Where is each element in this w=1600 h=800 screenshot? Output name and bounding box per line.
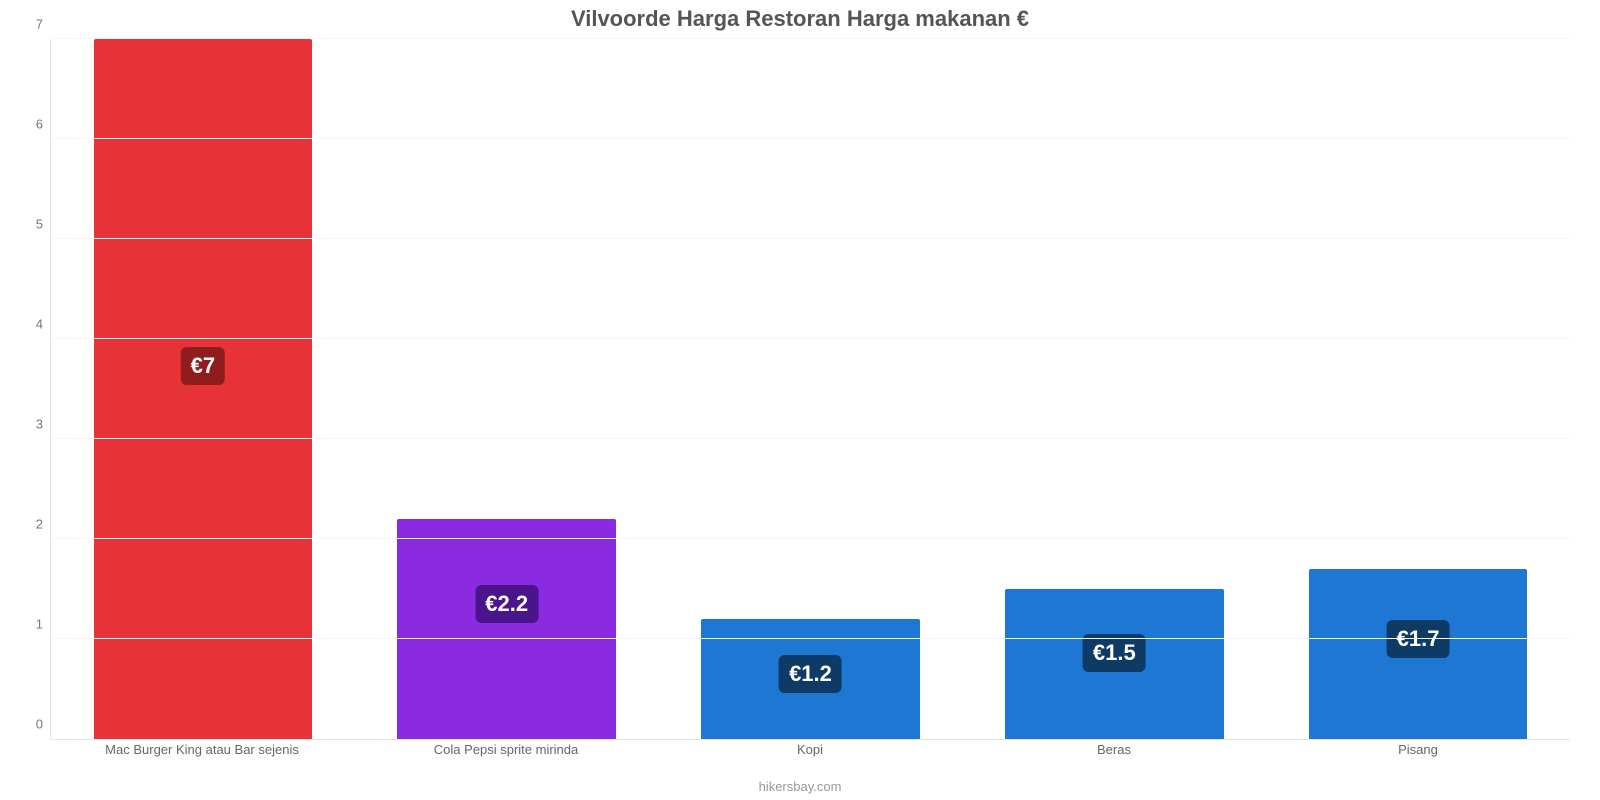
y-tick-label: 1 [36,617,43,632]
bar: €7 [94,39,313,739]
x-axis-label: Cola Pepsi sprite mirinda [354,742,658,757]
gridline [51,338,1570,339]
x-axis-label: Pisang [1266,742,1570,757]
y-tick-label: 3 [36,417,43,432]
attribution: hikersbay.com [0,779,1600,794]
y-tick-label: 7 [36,17,43,32]
gridline [51,438,1570,439]
gridline [51,238,1570,239]
bar-slot: €2.2 [355,40,659,739]
bars-row: €7 €2.2 €1.2 €1.5 €1.7 [51,40,1570,739]
x-axis-label: Kopi [658,742,962,757]
value-badge: €1.2 [779,655,842,693]
y-tick-label: 5 [36,217,43,232]
price-chart: Vilvoorde Harga Restoran Harga makanan €… [0,0,1600,800]
chart-title: Vilvoorde Harga Restoran Harga makanan € [0,6,1600,32]
gridline [51,638,1570,639]
bar: €1.5 [1005,589,1224,739]
bar: €2.2 [397,519,616,739]
bar: €1.7 [1309,569,1528,739]
bar-slot: €1.5 [962,40,1266,739]
value-badge: €7 [181,347,225,385]
gridline [51,138,1570,139]
x-axis-labels: Mac Burger King atau Bar sejenisCola Pep… [50,742,1570,757]
bar-slot: €1.7 [1266,40,1570,739]
y-tick-label: 6 [36,117,43,132]
plot-area: €7€2.2€1.2€1.5€1.7 01234567 [50,40,1570,740]
y-tick-label: 2 [36,517,43,532]
value-badge: €2.2 [475,585,538,623]
gridline [51,538,1570,539]
bar: €1.2 [701,619,920,739]
y-tick-label: 4 [36,317,43,332]
x-axis-label: Beras [962,742,1266,757]
value-badge: €1.7 [1387,620,1450,658]
value-badge: €1.5 [1083,634,1146,672]
x-axis-label: Mac Burger King atau Bar sejenis [50,742,354,757]
y-tick-label: 0 [36,717,43,732]
bar-slot: €1.2 [659,40,963,739]
gridline [51,38,1570,39]
bar-slot: €7 [51,40,355,739]
